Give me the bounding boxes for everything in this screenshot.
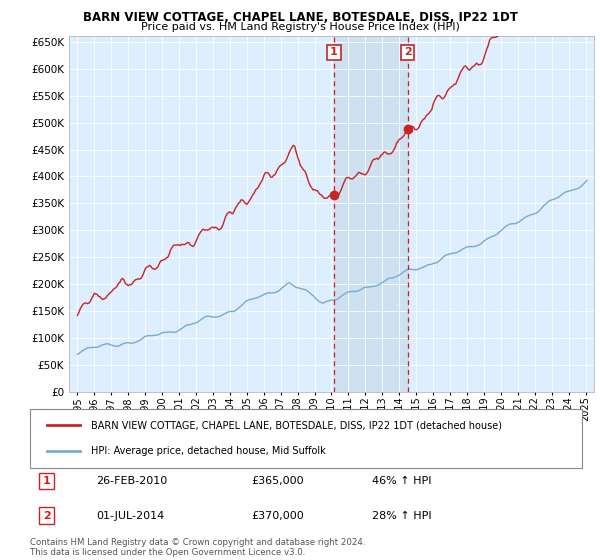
Text: 1: 1: [43, 476, 50, 486]
Text: £370,000: £370,000: [251, 511, 304, 521]
Text: £365,000: £365,000: [251, 476, 304, 486]
Text: 26-FEB-2010: 26-FEB-2010: [96, 476, 167, 486]
Text: Price paid vs. HM Land Registry's House Price Index (HPI): Price paid vs. HM Land Registry's House …: [140, 22, 460, 32]
Text: 2: 2: [404, 48, 412, 58]
Text: BARN VIEW COTTAGE, CHAPEL LANE, BOTESDALE, DISS, IP22 1DT (detached house): BARN VIEW COTTAGE, CHAPEL LANE, BOTESDAL…: [91, 420, 502, 430]
Text: HPI: Average price, detached house, Mid Suffolk: HPI: Average price, detached house, Mid …: [91, 446, 325, 456]
Text: 01-JUL-2014: 01-JUL-2014: [96, 511, 164, 521]
Text: 1: 1: [330, 48, 338, 58]
Text: BARN VIEW COTTAGE, CHAPEL LANE, BOTESDALE, DISS, IP22 1DT: BARN VIEW COTTAGE, CHAPEL LANE, BOTESDAL…: [83, 11, 517, 24]
Bar: [334, 36, 408, 392]
FancyBboxPatch shape: [30, 409, 582, 468]
Text: 46% ↑ HPI: 46% ↑ HPI: [372, 476, 432, 486]
Text: 2: 2: [43, 511, 50, 521]
Text: 28% ↑ HPI: 28% ↑ HPI: [372, 511, 432, 521]
Text: Contains HM Land Registry data © Crown copyright and database right 2024.
This d: Contains HM Land Registry data © Crown c…: [30, 538, 365, 557]
